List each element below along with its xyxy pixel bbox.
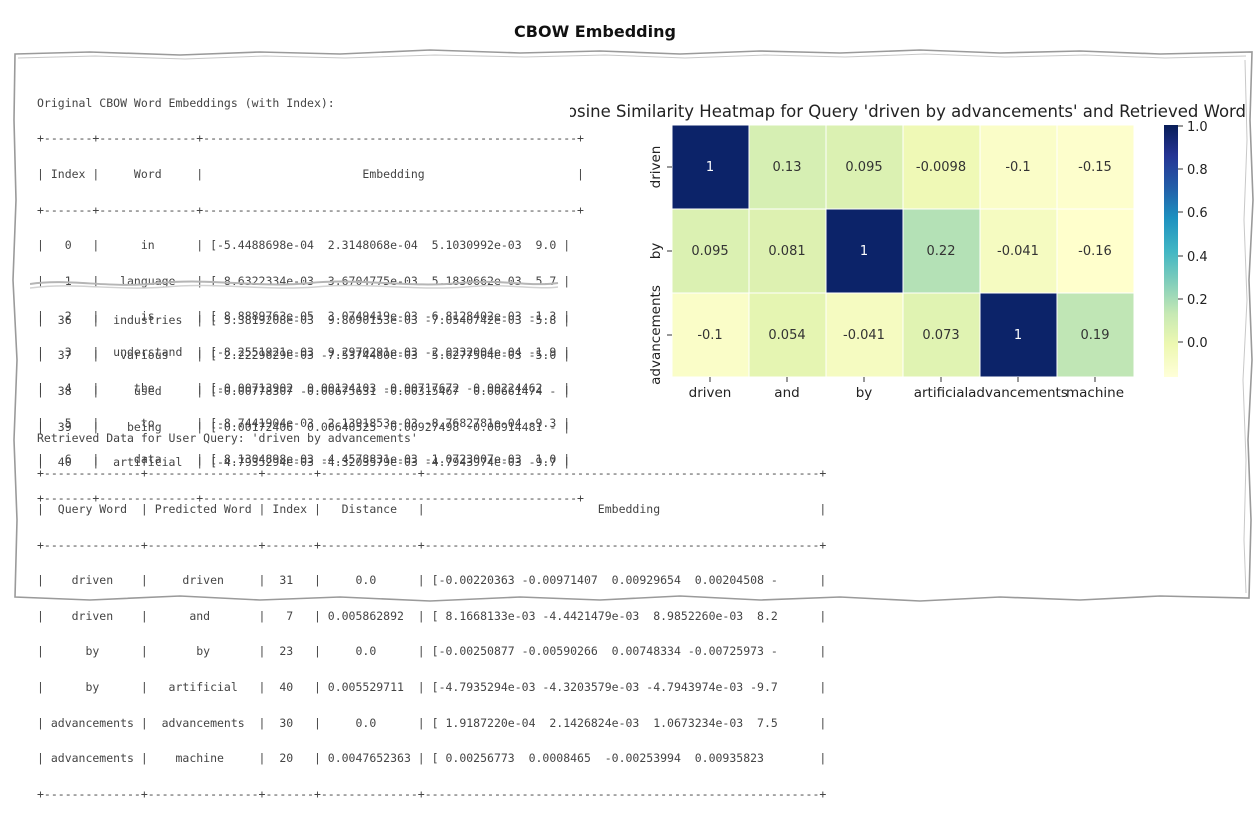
table-row: | 38 | used | [-0.00778307 -0.00675631 -… xyxy=(37,383,571,398)
table-row: | 36 | industries | [ 5.3819208e-03 9.80… xyxy=(37,312,571,327)
colorbar-tick-label: 1.0 xyxy=(1187,120,1208,135)
table-border: +--------------+----------------+-------… xyxy=(37,466,827,481)
table-row: | by | artificial | 40 | 0.005529711 | [… xyxy=(37,679,827,694)
heatmap-cell xyxy=(1056,208,1135,294)
heatmap-cell-label: 0.19 xyxy=(1081,328,1110,343)
retrieved-heading: Retrieved Data for User Query: 'driven b… xyxy=(37,430,418,445)
table-row: | driven | and | 7 | 0.005862892 | [ 8.1… xyxy=(37,608,827,623)
heatmap-cell xyxy=(748,292,827,378)
heatmap-cell xyxy=(671,124,750,210)
x-tick-label: and xyxy=(774,385,799,401)
original-heading: Original CBOW Word Embeddings (with Inde… xyxy=(37,95,335,110)
table-row: | by | by | 23 | 0.0 | [-0.00250877 -0.0… xyxy=(37,644,827,659)
table-border: +--------------+----------------+-------… xyxy=(37,537,827,552)
heatmap-cell-label: -0.16 xyxy=(1078,244,1112,259)
table-row: | 6 | data | [ 8.1304898e-03 -4.4578831e… xyxy=(37,451,571,466)
heatmap-cell-label: -0.1 xyxy=(1005,160,1030,175)
heatmap-cell-label: 1 xyxy=(706,160,714,175)
tear-separator xyxy=(30,280,559,289)
heatmap-cell-label: 1 xyxy=(1014,328,1022,343)
colorbar xyxy=(1164,125,1178,377)
heatmap-cell-label: -0.0098 xyxy=(916,160,966,175)
table-row: | advancements | advancements | 30 | 0.0… xyxy=(37,715,827,730)
colorbar-tick-label: 0.6 xyxy=(1187,206,1208,221)
heatmap-cell-label: -0.1 xyxy=(697,328,722,343)
page-title: CBOW Embedding xyxy=(514,22,676,41)
heatmap-cell xyxy=(671,208,750,294)
table-border: +-------+--------------+----------------… xyxy=(37,131,584,146)
heatmap-cell-label: 0.22 xyxy=(927,244,956,259)
colorbar-tick-label: 0.8 xyxy=(1187,163,1208,178)
heatmap-cell-label: 0.081 xyxy=(768,244,805,259)
heatmap-cell xyxy=(748,208,827,294)
heatmap-cell-label: 0.095 xyxy=(845,160,882,175)
x-tick-label: driven xyxy=(689,385,732,401)
table-border: +-------+--------------+----------------… xyxy=(37,202,584,217)
heatmap-cell xyxy=(979,208,1058,294)
table-row: | driven | driven | 31 | 0.0 | [-0.00220… xyxy=(37,573,827,588)
table-row: | 4 | the | [-0.00713902 0.00124103 -0.0… xyxy=(37,380,571,395)
table-row: | 39 | being | [-0.00172406 0.00640525 -… xyxy=(37,419,571,434)
torn-paper-border xyxy=(12,49,1254,602)
x-tick-label: advancements xyxy=(968,385,1068,401)
heatmap-cell-label: 0.054 xyxy=(768,328,805,343)
heatmap-title: Cosine Similarity Heatmap for Query 'dri… xyxy=(570,102,1245,121)
heatmap-cell xyxy=(671,292,750,378)
table-row: | 3 | understand | [-8.2551921e-03 9.297… xyxy=(37,344,571,359)
y-tick-label: advancements xyxy=(648,285,664,385)
heatmap-cell-label: 0.073 xyxy=(922,328,959,343)
heatmap-cell xyxy=(979,292,1058,378)
heatmap-cell-label: 1 xyxy=(860,244,868,259)
table-border: +--------------+----------------+-------… xyxy=(37,786,827,801)
table-row: | 2 | is | [ 8.8889763e-05 3.0749419e-03… xyxy=(37,309,571,324)
table-row: | 40 | artificial | [-4.7935294e-03 -4.3… xyxy=(37,455,571,470)
table-header: | Index | Word | Embedding | xyxy=(37,166,584,181)
table-row: | 5 | to | [-8.7441904e-03 2.1391853e-03… xyxy=(37,416,571,431)
x-tick-label: machine xyxy=(1066,385,1124,401)
colorbar-tick-label: 0.0 xyxy=(1187,336,1208,351)
heatmap-cell xyxy=(825,292,904,378)
colorbar-tick-label: 0.4 xyxy=(1187,250,1208,265)
heatmap-cell xyxy=(902,292,981,378)
table-row: | advancements | machine | 20 | 0.004765… xyxy=(37,751,827,766)
x-tick-label: by xyxy=(856,385,873,401)
y-tick-label: by xyxy=(648,243,664,260)
table-row: | 0 | in | [-5.4488698e-04 2.3148068e-04… xyxy=(37,238,571,253)
retrieved-data: Retrieved Data for User Query: 'driven b… xyxy=(37,412,826,821)
heatmap-cell-label: 0.13 xyxy=(773,160,802,175)
y-tick-label: driven xyxy=(648,146,664,189)
heatmap-cell xyxy=(1056,124,1135,210)
heatmap-cell xyxy=(825,208,904,294)
table-border: +-------+--------------+----------------… xyxy=(37,490,584,505)
heatmap-cell xyxy=(902,208,981,294)
heatmap-cell xyxy=(825,124,904,210)
heatmap-cell-label: -0.15 xyxy=(1078,160,1112,175)
table-header: | Query Word | Predicted Word | Index | … xyxy=(37,501,827,516)
x-tick-label: artificial xyxy=(914,385,969,401)
original-embeddings-bottom: | 36 | industries | [ 5.3819208e-03 9.80… xyxy=(37,294,584,525)
similarity-heatmap: Cosine Similarity Heatmap for Query 'dri… xyxy=(570,102,1245,401)
heatmap-cell-label: -0.041 xyxy=(843,328,885,343)
colorbar-tick-label: 0.2 xyxy=(1187,293,1208,308)
heatmap-cell-label: -0.041 xyxy=(997,244,1039,259)
heatmap-cell-label: 0.095 xyxy=(691,244,728,259)
table-row: | 37 | various | [ 2.2229629e-03 -7.5374… xyxy=(37,348,571,363)
heatmap-cell xyxy=(902,124,981,210)
